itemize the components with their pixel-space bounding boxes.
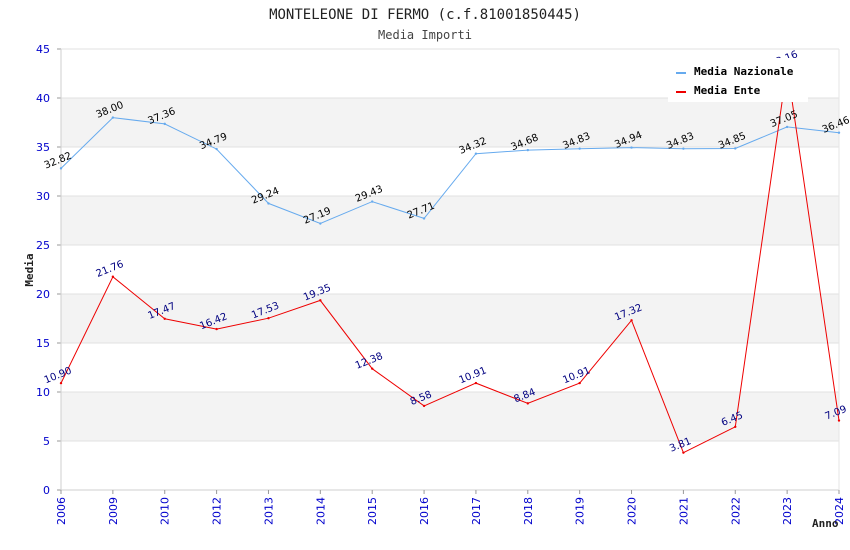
data-point: [111, 275, 115, 278]
y-tick-label: 15: [36, 337, 50, 350]
legend-label: Media Nazionale: [694, 65, 794, 78]
data-point: [319, 299, 322, 302]
x-tick-label: 2021: [677, 497, 690, 525]
x-tick-label: 2022: [729, 497, 742, 525]
data-point: [837, 419, 841, 422]
data-point: [474, 152, 478, 155]
x-tick-label: 2015: [366, 497, 379, 525]
grid-band: [61, 392, 839, 441]
y-tick-label: 35: [36, 141, 50, 154]
y-tick-label: 5: [43, 435, 50, 448]
grid-band: [61, 294, 839, 343]
data-point: [630, 319, 633, 322]
series-line-media-ente: [60, 66, 840, 454]
legend: Media Nazionale Media Ente: [668, 58, 808, 102]
data-point: [785, 125, 789, 129]
data-label: 10.91: [458, 365, 489, 386]
data-point: [837, 131, 841, 134]
y-axis-label: Media: [23, 253, 36, 286]
chart-title: MONTELEONE DI FERMO (c.f.81001850445): [269, 7, 581, 23]
y-tick-label: 45: [36, 43, 50, 56]
data-point: [371, 367, 374, 370]
x-axis-label: Anno: [812, 517, 839, 530]
data-point: [163, 122, 166, 126]
legend-label: Media Ente: [694, 84, 761, 97]
x-tick-label: 2017: [470, 497, 483, 525]
data-point: [267, 317, 270, 320]
data-label: 21.76: [95, 259, 126, 280]
data-label: 10.90: [43, 365, 74, 386]
data-label: 10.91: [561, 365, 592, 386]
data-point: [630, 146, 633, 149]
x-tick-label: 2013: [262, 497, 275, 525]
x-tick-label: 2024: [833, 497, 846, 525]
data-point: [734, 425, 737, 428]
chart-subtitle: Media Importi: [378, 28, 472, 42]
data-point: [371, 200, 374, 203]
data-point: [682, 451, 685, 454]
x-tick-label: 2006: [55, 497, 68, 525]
grid-band: [61, 196, 839, 245]
grid-band: [61, 98, 839, 147]
data-point: [734, 147, 737, 150]
data-point: [111, 116, 115, 119]
data-point: [319, 222, 322, 225]
data-point: [682, 147, 685, 150]
data-point: [422, 217, 426, 220]
y-tick-label: 10: [36, 386, 50, 399]
x-tick-label: 2010: [159, 497, 172, 525]
data-point: [163, 317, 166, 320]
x-tick-label: 2016: [418, 497, 431, 525]
data-point: [526, 148, 529, 152]
y-tick-label: 40: [36, 92, 50, 105]
x-tick-label: 2018: [522, 497, 535, 525]
y-tick-label: 0: [43, 484, 50, 497]
data-point: [578, 381, 581, 385]
data-point: [215, 327, 218, 331]
data-point: [526, 402, 529, 405]
x-tick-label: 2023: [781, 497, 794, 525]
y-tick-label: 25: [36, 239, 50, 252]
y-tick-label: 20: [36, 288, 50, 301]
data-point: [267, 202, 270, 205]
series-line-media-nazionale: [60, 117, 840, 225]
data-point: [474, 381, 478, 385]
data-point: [215, 147, 218, 151]
legend-box: [668, 58, 808, 102]
data-point: [578, 147, 581, 150]
x-tick-label: 2009: [107, 497, 120, 525]
data-point: [422, 404, 426, 408]
x-tick-label: 2020: [626, 497, 639, 525]
data-point: [59, 381, 63, 385]
x-tick-label: 2014: [314, 497, 327, 525]
data-point: [59, 167, 63, 170]
x-tick-label: 2012: [211, 497, 224, 525]
y-tick-label: 30: [36, 190, 50, 203]
data-label: 12.38: [354, 351, 385, 372]
x-tick-label: 2019: [574, 497, 587, 525]
